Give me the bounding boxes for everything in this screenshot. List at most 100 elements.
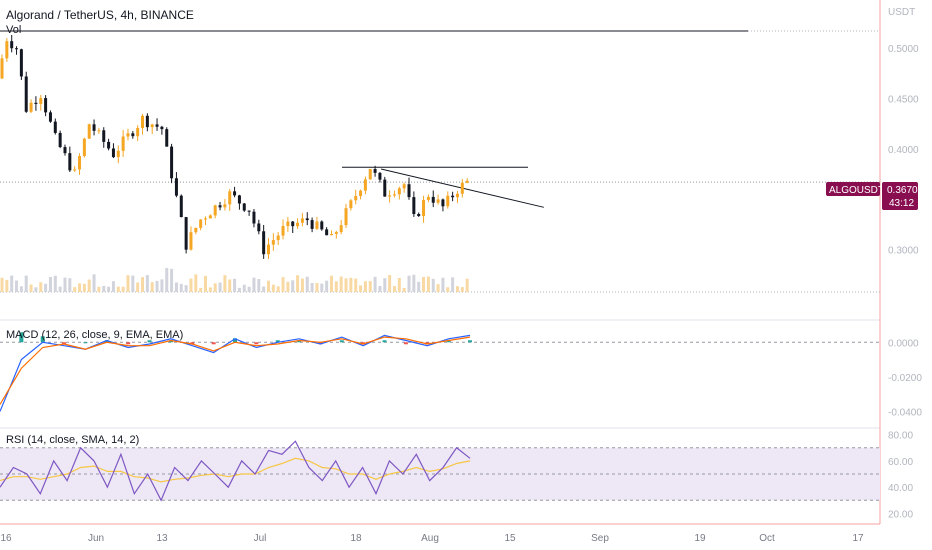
candle: [107, 141, 111, 149]
volume-bar: [242, 284, 246, 292]
macd-histogram-bar: [211, 342, 216, 345]
time-tick-label: 15: [504, 533, 516, 544]
volume-bar: [426, 276, 430, 292]
rsi-title: RSI (14, close, SMA, 14, 2): [6, 434, 139, 446]
macd-histogram-bar: [40, 336, 45, 343]
volume-bar: [431, 278, 435, 292]
candle: [262, 231, 266, 255]
macd-histogram-bar: [275, 340, 280, 343]
candle: [150, 124, 154, 128]
volume-bar: [92, 274, 96, 292]
candle: [82, 138, 86, 157]
time-tick-label: 13: [156, 533, 168, 544]
candle: [208, 215, 212, 219]
candle: [300, 218, 304, 223]
volume-bar: [296, 275, 300, 292]
macd-histogram-bar: [425, 342, 430, 345]
candle: [266, 244, 270, 255]
candle: [373, 169, 377, 173]
macd-histogram-bar: [382, 340, 387, 343]
volume-bar: [29, 284, 33, 292]
macd-histogram-bar: [318, 342, 323, 345]
macd-histogram-bar: [403, 342, 408, 345]
macd-histogram-bar: [446, 340, 451, 343]
time-axis[interactable]: 16 Jun 13 Jul 18 Aug 15 Sep 19 Oct 17: [0, 533, 864, 544]
volume-bar: [412, 274, 416, 292]
candle: [286, 221, 290, 227]
volume-bar: [233, 278, 237, 292]
time-tick-label: 19: [694, 533, 706, 544]
candle: [407, 184, 411, 198]
volume-bar: [73, 287, 77, 292]
volume-bar: [305, 276, 309, 292]
candle: [426, 196, 430, 200]
candle: [145, 115, 149, 128]
volume-bar: [417, 281, 421, 292]
rsi-tick-label: 40.00: [888, 483, 913, 494]
countdown: 43:12: [889, 198, 914, 209]
macd-tick-label: -0.0200: [888, 373, 922, 384]
candle: [315, 221, 319, 229]
rsi-tick-label: 80.00: [888, 431, 913, 442]
candle: [160, 126, 164, 130]
candle: [455, 193, 459, 198]
candle: [436, 199, 440, 203]
macd-tick-label: 0.0000: [888, 338, 919, 349]
volume-bar: [397, 278, 401, 292]
volume-bar: [58, 286, 62, 292]
volume-bar: [378, 285, 382, 292]
candle: [460, 182, 464, 194]
candle: [24, 76, 28, 112]
time-tick-label: Sep: [591, 533, 609, 544]
volume-bar: [252, 277, 256, 292]
candle: [412, 197, 416, 215]
macd-histogram-bar: [361, 342, 366, 345]
candle: [165, 129, 169, 147]
rsi-pane[interactable]: [0, 440, 880, 502]
price-axis[interactable]: 0.5000 0.4500 0.4000 0.3000 0.0000 -0.0200 -0.…: [888, 44, 922, 520]
macd-histogram-bar: [126, 342, 131, 345]
macd-histogram-bar: [297, 340, 302, 343]
candle: [0, 58, 4, 79]
candle: [126, 133, 130, 137]
volume-bar: [291, 280, 295, 292]
volume-bar: [228, 279, 232, 292]
candle: [296, 222, 300, 227]
price-pane[interactable]: [0, 30, 880, 293]
volume-bar: [34, 287, 38, 292]
candle: [276, 235, 280, 241]
volume-bar: [160, 279, 164, 292]
volume-bar: [441, 277, 445, 292]
candle: [213, 205, 217, 216]
candle: [378, 172, 382, 180]
volume-bar: [39, 282, 43, 292]
volume-bar: [237, 287, 241, 292]
volume-bar: [150, 282, 154, 292]
volume-bar: [102, 285, 106, 292]
candle: [359, 190, 363, 196]
volume-bar: [339, 276, 343, 292]
volume-bar: [271, 284, 275, 292]
volume-bar: [310, 283, 314, 292]
volume-bar: [218, 282, 222, 292]
price-badge[interactable]: ALGOUSDT 0.3670 43:12: [826, 182, 918, 210]
volume-bar: [455, 286, 459, 292]
volume-bar: [68, 278, 72, 292]
volume-bar: [392, 286, 396, 292]
volume-bar: [460, 287, 464, 292]
candle: [131, 133, 135, 137]
time-tick-label: Oct: [759, 533, 775, 544]
rsi-line: [0, 440, 471, 502]
candle: [247, 210, 251, 212]
candle: [194, 227, 198, 233]
volume-bar: [145, 275, 149, 292]
volume-bar: [359, 285, 363, 292]
price-tick-label: 0.4500: [888, 95, 919, 106]
volume-bar: [402, 287, 406, 292]
macd-histogram-bar: [104, 340, 109, 343]
volume-bar: [155, 280, 159, 292]
volume-bar: [262, 286, 266, 292]
volume-bar: [97, 286, 101, 292]
macd-pane[interactable]: [0, 332, 880, 412]
